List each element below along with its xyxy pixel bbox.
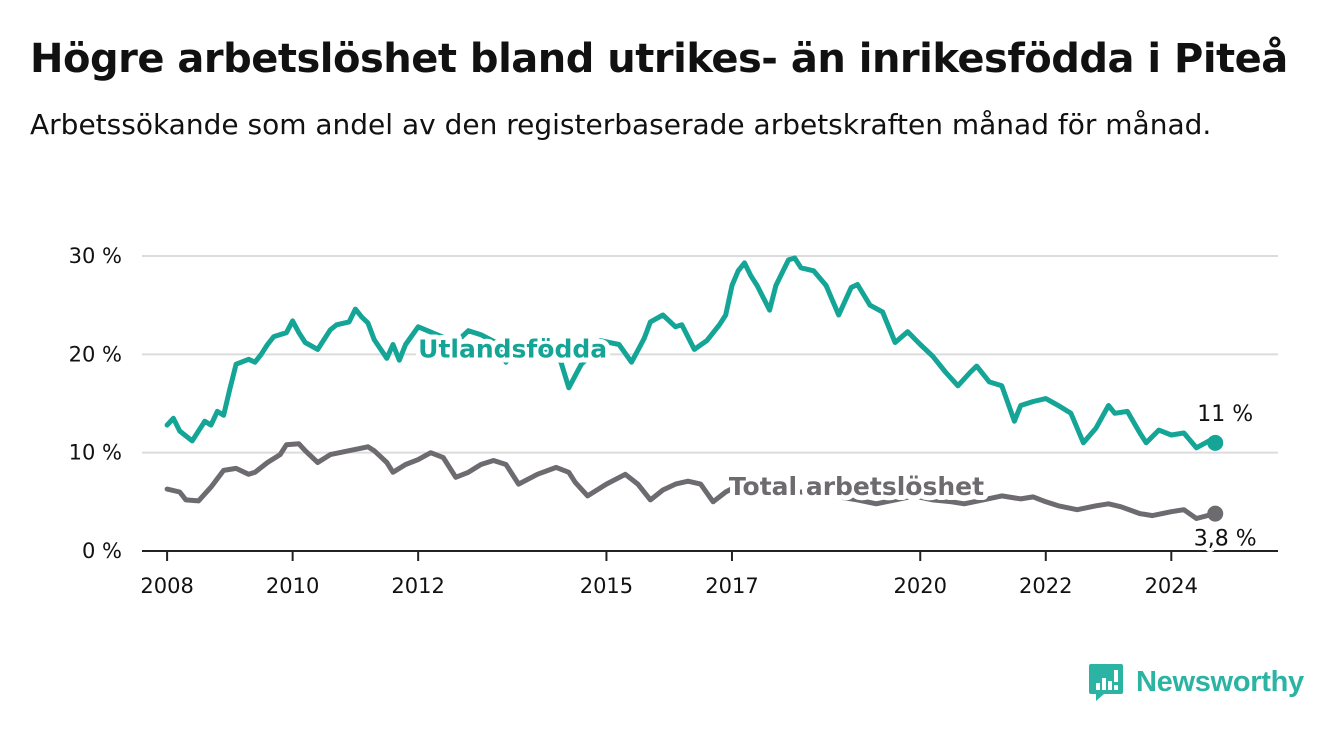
grid-lines (142, 255, 1278, 454)
chart-subtitle: Arbetssökande som andel av den registerb… (30, 108, 1212, 141)
series-line-1 (164, 441, 1218, 521)
y-tick-label: 10 % (69, 441, 122, 465)
y-axis-ticks: 0 % 10 % 20 % 30 % (69, 244, 122, 563)
y-tick-label: 0 % (82, 539, 122, 563)
x-tick-label: 2010 (266, 574, 319, 598)
series-label-halo: Utlandsfödda (418, 334, 607, 363)
end-point-marker (1207, 505, 1224, 522)
y-tick-label: 20 % (69, 342, 122, 366)
x-tick-label: 2015 (580, 574, 633, 598)
end-value-halo: 11 % (1197, 402, 1253, 427)
y-tick-label: 30 % (69, 244, 122, 268)
chart-title: Högre arbetslöshet bland utrikes- än inr… (30, 36, 1288, 82)
end-value-label: 3,8 % (1194, 527, 1257, 552)
x-tick-label: 2020 (894, 574, 947, 598)
series-label: Utlandsfödda (418, 334, 607, 363)
x-axis: 2008 2010 2012 2015 2017 2020 2022 2024 (140, 550, 1278, 598)
x-tick-label: 2022 (1019, 574, 1072, 598)
end-markers: 11 %11 %3,8 %3,8 % (1190, 398, 1261, 556)
newsworthy-chart-icon (1089, 664, 1123, 701)
end-point-marker (1207, 434, 1224, 451)
series-label: Total arbetslöshet (729, 472, 984, 501)
series-label-halo: Total arbetslöshet (729, 472, 984, 501)
newsworthy-logo[interactable]: Newsworthy (1088, 660, 1304, 704)
x-tick-label: 2017 (705, 574, 758, 598)
brand-name: Newsworthy (1136, 665, 1304, 698)
end-value-label: 11 % (1197, 402, 1253, 427)
x-tick-label: 2008 (140, 574, 193, 598)
end-value-halo: 3,8 % (1194, 527, 1257, 552)
series-line-0 (164, 255, 1218, 451)
x-tick-label: 2024 (1145, 574, 1198, 598)
series-lines (164, 255, 1218, 521)
x-tick-label: 2012 (391, 574, 444, 598)
